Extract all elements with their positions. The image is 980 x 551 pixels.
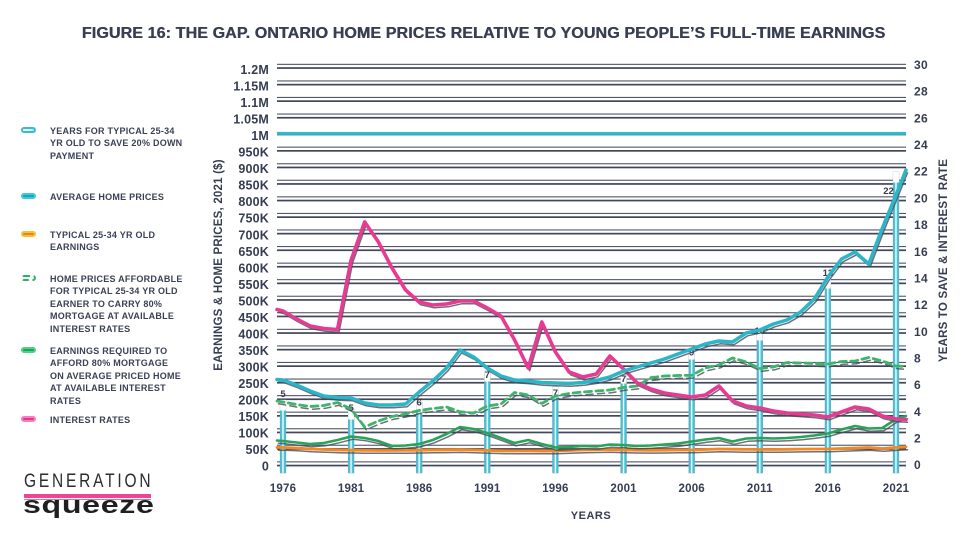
svg-text:550K: 550K [238, 278, 269, 292]
svg-text:1996: 1996 [542, 483, 568, 495]
svg-text:400K: 400K [238, 327, 269, 341]
svg-text:1M: 1M [251, 129, 269, 143]
svg-text:500K: 500K [238, 294, 269, 308]
svg-text:7: 7 [485, 370, 490, 381]
svg-text:1991: 1991 [474, 483, 501, 495]
svg-text:1.15M: 1.15M [233, 80, 269, 94]
svg-text:5: 5 [280, 389, 286, 400]
svg-text:YEARS: YEARS [571, 510, 611, 522]
svg-text:2: 2 [914, 432, 921, 446]
svg-text:10: 10 [914, 325, 928, 339]
svg-text:850K: 850K [238, 179, 269, 193]
svg-text:800K: 800K [238, 195, 269, 209]
svg-text:450K: 450K [238, 311, 269, 325]
svg-text:650K: 650K [238, 245, 269, 259]
svg-text:0: 0 [262, 460, 269, 474]
svg-text:1.2M: 1.2M [240, 63, 269, 77]
svg-text:26: 26 [914, 111, 928, 125]
svg-text:28: 28 [914, 85, 928, 99]
svg-text:2011: 2011 [747, 483, 773, 495]
svg-text:16: 16 [914, 245, 928, 259]
svg-text:20: 20 [914, 191, 928, 205]
svg-text:13: 13 [823, 268, 834, 279]
svg-text:50K: 50K [245, 443, 269, 457]
svg-text:1981: 1981 [338, 483, 365, 495]
svg-text:2021: 2021 [883, 483, 910, 495]
svg-text:150K: 150K [238, 410, 269, 424]
svg-text:2006: 2006 [679, 483, 705, 495]
svg-text:9: 9 [689, 348, 694, 359]
svg-text:YEARS TO SAVE & INTEREST RATE: YEARS TO SAVE & INTEREST RATE [938, 159, 950, 362]
svg-text:950K: 950K [238, 146, 269, 160]
svg-text:22: 22 [883, 186, 894, 197]
svg-text:2001: 2001 [610, 483, 637, 495]
svg-text:0: 0 [914, 458, 921, 472]
svg-text:300K: 300K [238, 360, 269, 374]
svg-text:12: 12 [914, 298, 928, 312]
svg-text:18: 18 [914, 218, 928, 232]
svg-text:6: 6 [417, 398, 422, 409]
svg-text:2016: 2016 [815, 483, 841, 495]
svg-text:600K: 600K [238, 261, 269, 275]
svg-text:6: 6 [914, 378, 921, 392]
svg-text:EARNINGS & HOME PRICES, 2021 (: EARNINGS & HOME PRICES, 2021 ($) [213, 159, 225, 371]
svg-text:1986: 1986 [406, 483, 432, 495]
svg-text:1.1M: 1.1M [240, 96, 269, 110]
svg-text:750K: 750K [238, 212, 269, 226]
svg-text:900K: 900K [238, 162, 269, 176]
svg-text:250K: 250K [238, 377, 269, 391]
svg-text:4: 4 [914, 405, 921, 419]
svg-text:24: 24 [914, 138, 928, 152]
svg-text:1.05M: 1.05M [233, 113, 269, 127]
svg-text:7: 7 [553, 388, 558, 399]
svg-text:14: 14 [914, 271, 928, 285]
svg-text:8: 8 [914, 352, 921, 366]
svg-text:700K: 700K [238, 228, 269, 242]
svg-text:7: 7 [621, 374, 626, 385]
svg-text:200K: 200K [238, 394, 269, 408]
svg-text:1976: 1976 [270, 483, 296, 495]
svg-text:100K: 100K [238, 427, 269, 441]
svg-text:350K: 350K [238, 344, 269, 358]
svg-text:30: 30 [914, 58, 928, 72]
svg-text:22: 22 [914, 165, 928, 179]
